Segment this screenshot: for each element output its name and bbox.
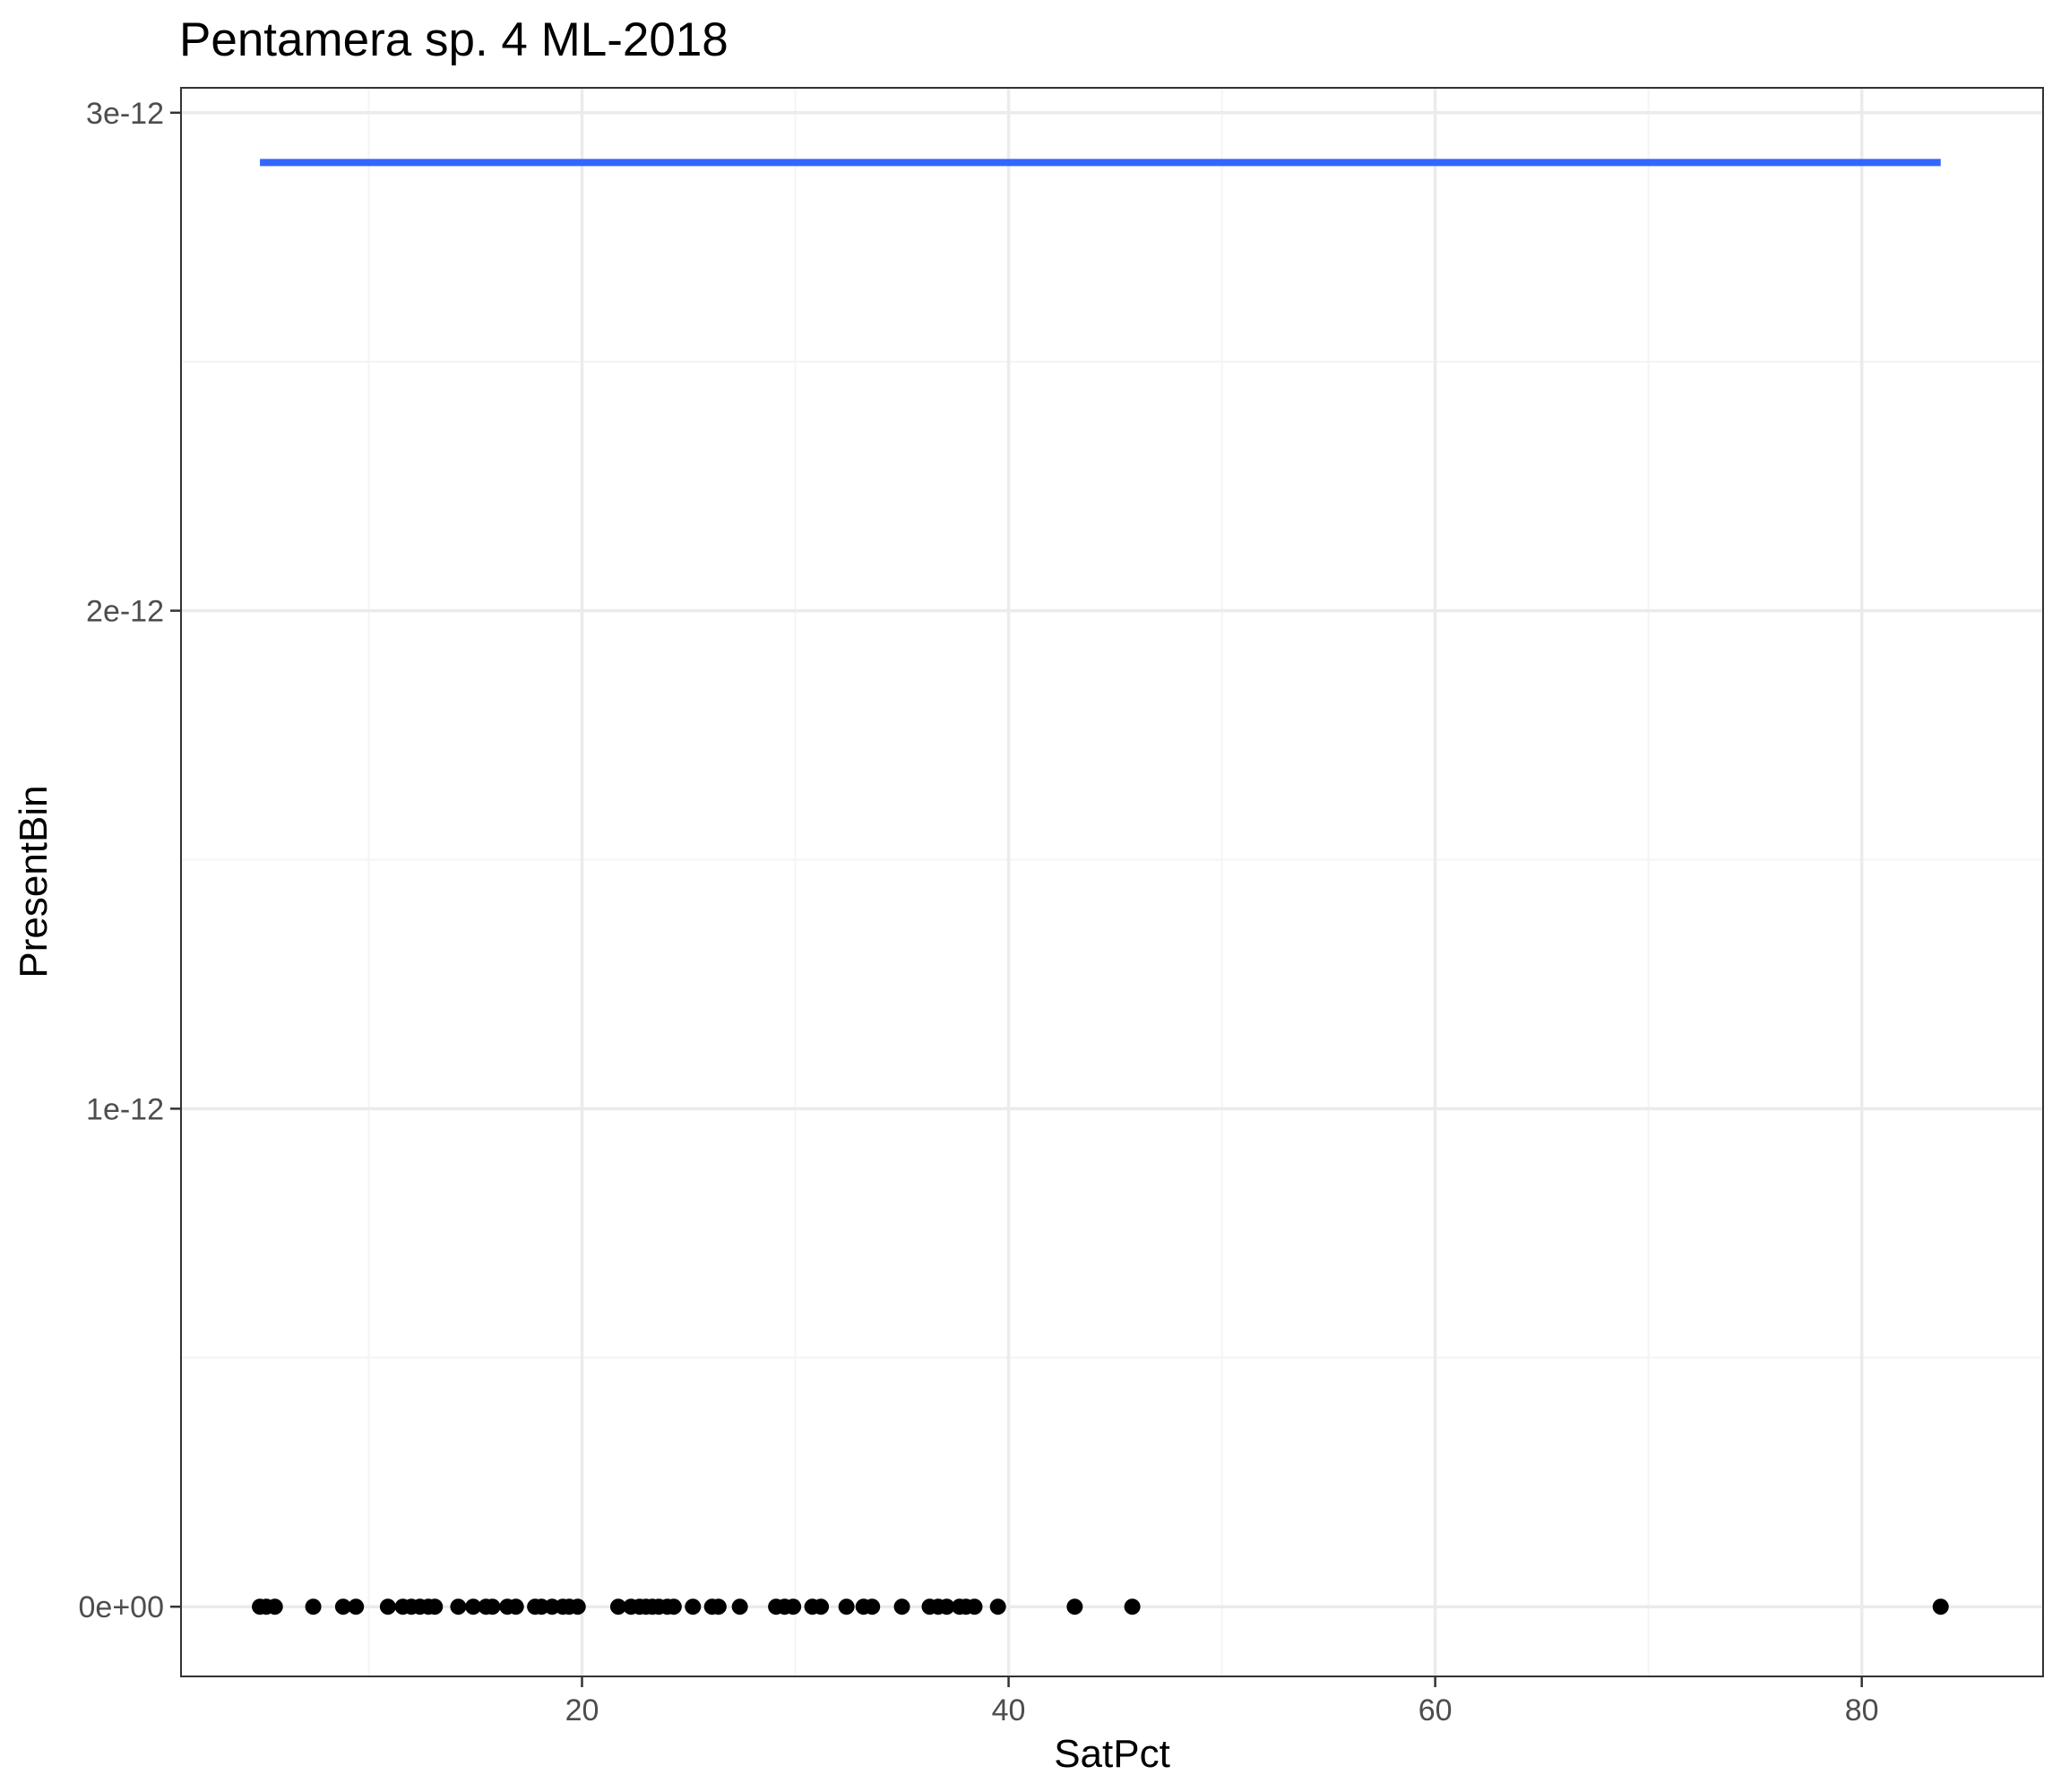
axes: 20 40 60 80 0e+00 1e-12 2e-12 3e-12 <box>79 97 1879 1727</box>
y-tick-label: 3e-12 <box>86 97 164 131</box>
data-point <box>813 1598 830 1615</box>
data-point <box>427 1598 444 1615</box>
panel-border <box>180 87 2044 1677</box>
data-point <box>838 1598 855 1615</box>
data-point <box>665 1598 682 1615</box>
data-point <box>507 1598 524 1615</box>
x-tick-label: 60 <box>1419 1693 1453 1727</box>
data-point <box>609 1598 626 1615</box>
data-point <box>864 1598 881 1615</box>
points-layer <box>252 1598 1949 1615</box>
x-tick-label: 80 <box>1845 1693 1879 1727</box>
data-point <box>785 1598 802 1615</box>
data-point <box>731 1598 748 1615</box>
data-point <box>710 1598 727 1615</box>
x-tick-label: 40 <box>992 1693 1026 1727</box>
data-point <box>938 1598 955 1615</box>
y-tick-label: 2e-12 <box>86 595 164 629</box>
data-point <box>685 1598 702 1615</box>
data-point <box>450 1598 467 1615</box>
y-tick-label: 1e-12 <box>86 1092 164 1126</box>
grid <box>181 88 2043 1676</box>
y-tick-label: 0e+00 <box>79 1590 165 1624</box>
data-point <box>989 1598 1006 1615</box>
data-point <box>379 1598 396 1615</box>
y-axis-title: PresentBin <box>12 785 56 978</box>
data-point <box>465 1598 482 1615</box>
x-axis-title: SatPct <box>1054 1732 1170 1776</box>
data-point <box>305 1598 322 1615</box>
data-point <box>1932 1598 1949 1615</box>
data-point <box>966 1598 983 1615</box>
data-point <box>484 1598 501 1615</box>
x-tick-label: 20 <box>565 1693 599 1727</box>
data-point <box>893 1598 910 1615</box>
chart-title: Pentamera sp. 4 ML-2018 <box>179 13 729 66</box>
data-point <box>266 1598 283 1615</box>
data-point <box>1066 1598 1083 1615</box>
data-point <box>1124 1598 1141 1615</box>
data-point <box>334 1598 351 1615</box>
data-point <box>348 1598 365 1615</box>
data-point <box>569 1598 586 1615</box>
